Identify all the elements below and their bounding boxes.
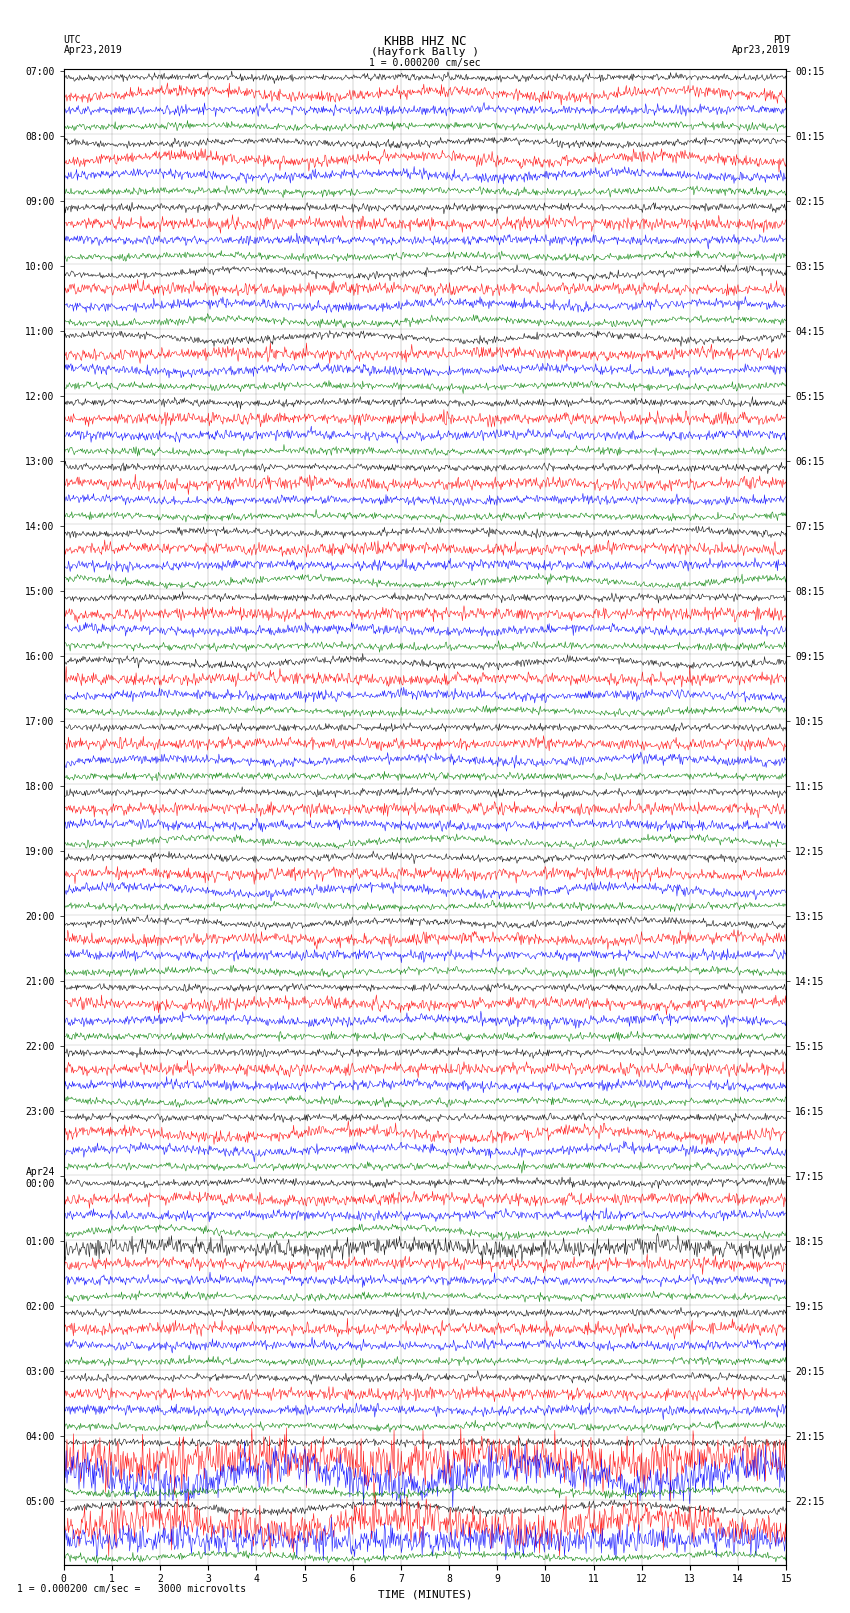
X-axis label: TIME (MINUTES): TIME (MINUTES) (377, 1590, 473, 1600)
Text: UTC: UTC (64, 35, 82, 45)
Text: KHBB HHZ NC: KHBB HHZ NC (383, 35, 467, 48)
Text: Apr23,2019: Apr23,2019 (732, 45, 791, 55)
Text: (Hayfork Bally ): (Hayfork Bally ) (371, 47, 479, 56)
Text: 1 = 0.000200 cm/sec =   3000 microvolts: 1 = 0.000200 cm/sec = 3000 microvolts (17, 1584, 246, 1594)
Text: PDT: PDT (773, 35, 790, 45)
Text: 1 = 0.000200 cm/sec: 1 = 0.000200 cm/sec (369, 58, 481, 68)
Text: Apr23,2019: Apr23,2019 (64, 45, 122, 55)
